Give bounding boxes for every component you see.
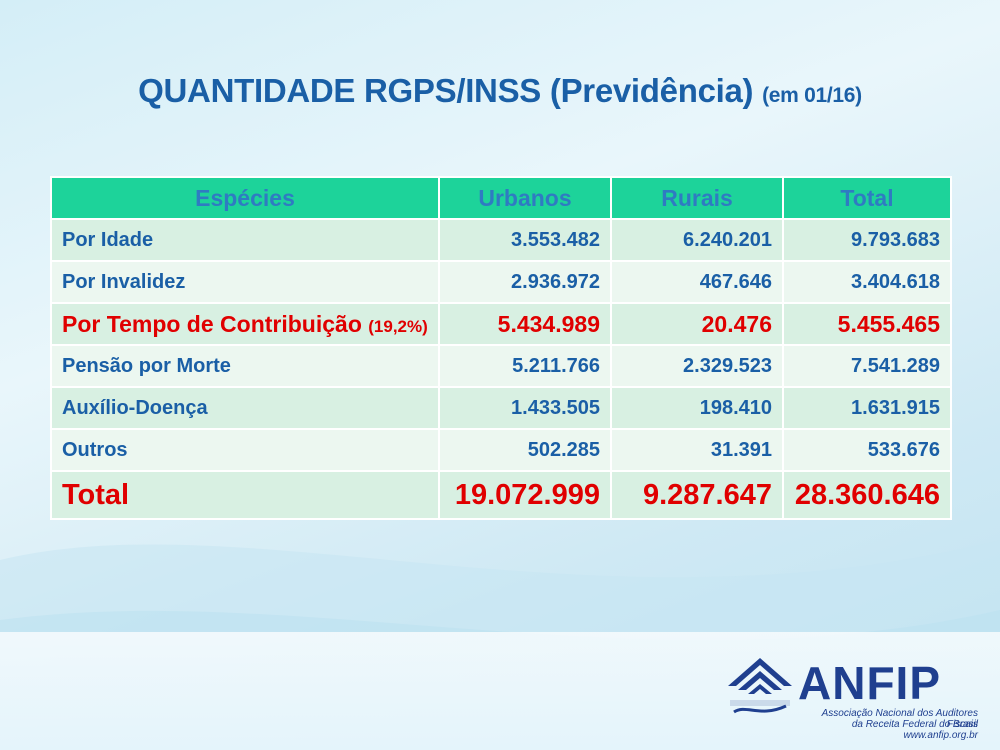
cell-total: 9.793.683 xyxy=(782,218,952,262)
cell-urbanos: 3.553.482 xyxy=(438,218,612,262)
header-rurais: Rurais xyxy=(610,176,784,220)
benefits-table: Espécies Urbanos Rurais Total Por Idade … xyxy=(50,176,952,520)
row-label: Auxílio-Doença xyxy=(50,386,440,430)
cell-total: 5.455.465 xyxy=(782,302,952,346)
cell-urbanos: 1.433.505 xyxy=(438,386,612,430)
cell-urbanos: 5.211.766 xyxy=(438,344,612,388)
total-urbanos: 19.072.999 xyxy=(438,470,612,520)
table-row: Outros 502.285 31.391 533.676 xyxy=(50,428,952,472)
logo-name: ANFIP xyxy=(798,657,941,709)
anfip-logo: ANFIP Associação Nacional dos Auditores … xyxy=(726,654,986,744)
table-total-row: Total 19.072.999 9.287.647 28.360.646 xyxy=(50,470,952,520)
logo-url: www.anfip.org.br xyxy=(903,730,978,741)
row-label: Por Idade xyxy=(50,218,440,262)
cell-total: 533.676 xyxy=(782,428,952,472)
table-header-row: Espécies Urbanos Rurais Total xyxy=(50,176,952,220)
table-row: Pensão por Morte 5.211.766 2.329.523 7.5… xyxy=(50,344,952,388)
table-row-highlight: Por Tempo de Contribuição (19,2%) 5.434.… xyxy=(50,302,952,346)
cell-total: 7.541.289 xyxy=(782,344,952,388)
table-row: Auxílio-Doença 1.433.505 198.410 1.631.9… xyxy=(50,386,952,430)
header-especies: Espécies xyxy=(50,176,440,220)
row-label: Outros xyxy=(50,428,440,472)
row-percentage-note: (19,2%) xyxy=(368,316,428,336)
row-label-text: Por Tempo de Contribuição xyxy=(62,310,362,337)
footer-band xyxy=(0,632,1000,750)
total-rurais: 9.287.647 xyxy=(610,470,784,520)
cell-rurais: 2.329.523 xyxy=(610,344,784,388)
total-label: Total xyxy=(50,470,440,520)
header-urbanos: Urbanos xyxy=(438,176,612,220)
cell-rurais: 198.410 xyxy=(610,386,784,430)
cell-urbanos: 5.434.989 xyxy=(438,302,612,346)
table-row: Por Idade 3.553.482 6.240.201 9.793.683 xyxy=(50,218,952,262)
cell-rurais: 20.476 xyxy=(610,302,784,346)
cell-total: 1.631.915 xyxy=(782,386,952,430)
row-label: Por Invalidez xyxy=(50,260,440,304)
cell-rurais: 6.240.201 xyxy=(610,218,784,262)
title-main: QUANTIDADE RGPS/INSS (Previdência) xyxy=(138,72,754,109)
row-label: Por Tempo de Contribuição (19,2%) xyxy=(50,302,440,346)
cell-urbanos: 502.285 xyxy=(438,428,612,472)
header-total: Total xyxy=(782,176,952,220)
cell-rurais: 467.646 xyxy=(610,260,784,304)
title-date: (em 01/16) xyxy=(762,84,862,107)
cell-urbanos: 2.936.972 xyxy=(438,260,612,304)
logo-tagline-2: da Receita Federal do Brasil xyxy=(851,719,978,730)
page-title: QUANTIDADE RGPS/INSS (Previdência) (em 0… xyxy=(0,72,1000,110)
cell-total: 3.404.618 xyxy=(782,260,952,304)
cell-rurais: 31.391 xyxy=(610,428,784,472)
row-label: Pensão por Morte xyxy=(50,344,440,388)
total-total: 28.360.646 xyxy=(782,470,952,520)
anfip-emblem-icon xyxy=(728,658,792,714)
logo-tagline-1: Associação Nacional dos Auditores Fiscai… xyxy=(821,708,978,730)
table-row: Por Invalidez 2.936.972 467.646 3.404.61… xyxy=(50,260,952,304)
